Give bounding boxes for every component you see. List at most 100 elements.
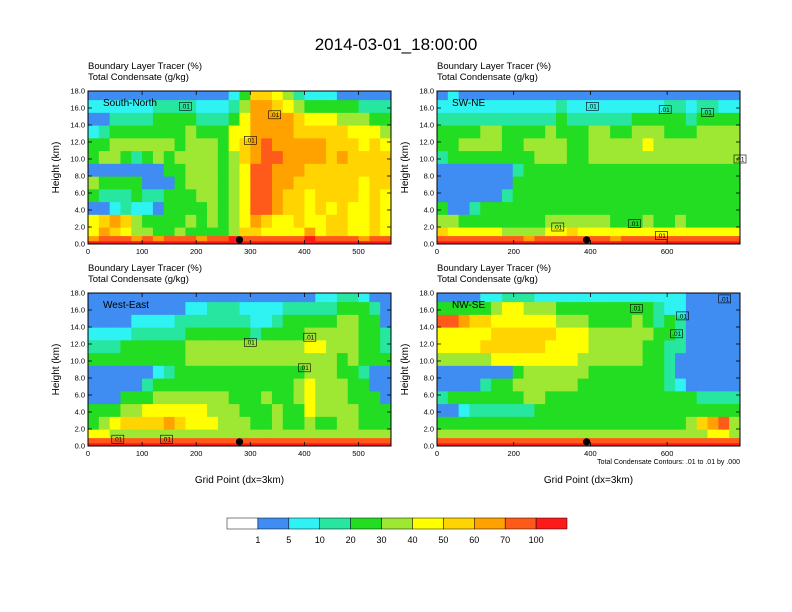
field-cell	[556, 235, 568, 242]
field-cell	[152, 176, 165, 190]
field-cell	[437, 137, 449, 152]
field-cell	[588, 437, 600, 444]
field-cell	[163, 176, 176, 190]
field-cell	[228, 91, 241, 101]
field-cell	[469, 227, 481, 237]
field-cell	[480, 188, 492, 203]
field-cell	[185, 301, 197, 315]
field-cell	[469, 416, 481, 430]
field-cell	[718, 150, 730, 164]
field-cell	[696, 137, 709, 152]
field-cell	[185, 327, 197, 341]
field-cell	[447, 137, 460, 152]
field-cell	[437, 301, 449, 315]
field-cell	[599, 293, 611, 303]
field-cell	[336, 201, 349, 215]
field-cell	[534, 301, 546, 315]
field-cell	[599, 442, 611, 446]
field-cell	[326, 403, 338, 417]
field-cell	[336, 125, 349, 139]
field-cell	[131, 112, 143, 126]
field-cell	[88, 214, 100, 228]
field-cell	[142, 327, 154, 341]
field-cell	[293, 339, 306, 354]
field-cell	[620, 301, 633, 315]
field-cell	[566, 314, 579, 328]
field-cell	[653, 403, 665, 417]
field-cell	[315, 314, 327, 328]
field-cell	[577, 314, 590, 328]
colorbar-label: 40	[407, 535, 417, 545]
field-cell	[675, 227, 687, 237]
field-cell	[131, 188, 143, 203]
field-cell	[196, 378, 208, 392]
field-cell	[174, 378, 186, 392]
field-cell	[369, 339, 381, 354]
field-cell	[729, 429, 740, 439]
field-cell	[588, 416, 600, 430]
field-cell	[707, 176, 719, 190]
field-cell	[336, 214, 349, 228]
field-cell	[653, 163, 665, 177]
field-cell	[98, 390, 111, 405]
field-cell	[163, 188, 176, 203]
colorbar-label: 30	[377, 535, 387, 545]
field-cell	[217, 339, 230, 354]
field-cell	[315, 137, 327, 152]
field-cell	[120, 378, 132, 392]
field-cell	[447, 378, 460, 392]
field-cell	[480, 214, 492, 228]
field-cell	[512, 201, 525, 215]
field-cell	[588, 235, 600, 242]
x-tick-label: 500	[352, 449, 365, 458]
field-cell	[217, 378, 230, 392]
field-cell	[88, 339, 100, 354]
field-cell	[491, 293, 503, 303]
field-cell	[304, 188, 316, 203]
field-cell	[228, 437, 241, 444]
field-cell	[336, 137, 349, 152]
field-cell	[696, 378, 709, 392]
field-cell	[250, 150, 262, 164]
field-cell	[271, 227, 284, 237]
field-cell	[588, 403, 600, 417]
field-cell	[566, 214, 579, 228]
field-cell	[369, 188, 381, 203]
field-cell	[447, 201, 460, 215]
field-cell	[293, 188, 306, 203]
colorbar-label: 5	[286, 535, 291, 545]
field-cell	[109, 112, 122, 126]
field-cell	[610, 314, 622, 328]
field-cell	[469, 125, 481, 139]
field-cell	[512, 112, 525, 126]
field-cell	[239, 429, 251, 439]
contour-label-box	[244, 337, 257, 347]
field-cell	[685, 214, 698, 228]
field-cell	[207, 201, 219, 215]
field-cell	[196, 437, 208, 444]
field-cell	[512, 214, 525, 228]
field-cell	[566, 125, 579, 139]
field-cell	[577, 378, 590, 392]
field-cell	[369, 365, 381, 379]
field-cell	[718, 91, 730, 101]
field-cell	[729, 390, 740, 405]
field-cell	[109, 416, 122, 430]
field-cell	[239, 416, 251, 430]
field-cell	[469, 301, 481, 315]
y-tick-label: 16.0	[419, 306, 434, 315]
field-cell	[163, 403, 176, 417]
field-cell	[185, 339, 197, 354]
field-cell	[718, 240, 730, 244]
y-tick-label: 18.0	[419, 289, 434, 298]
y-tick-label: 8.0	[424, 172, 434, 181]
field-cell	[347, 301, 360, 315]
field-cell	[523, 301, 535, 315]
field-cell	[88, 314, 100, 328]
x-tick-label: 400	[584, 449, 597, 458]
contour-label-text: .01	[305, 335, 314, 342]
field-cell	[347, 99, 360, 113]
field-cell	[437, 327, 449, 341]
field-cell	[718, 99, 730, 113]
field-cell	[109, 390, 122, 405]
